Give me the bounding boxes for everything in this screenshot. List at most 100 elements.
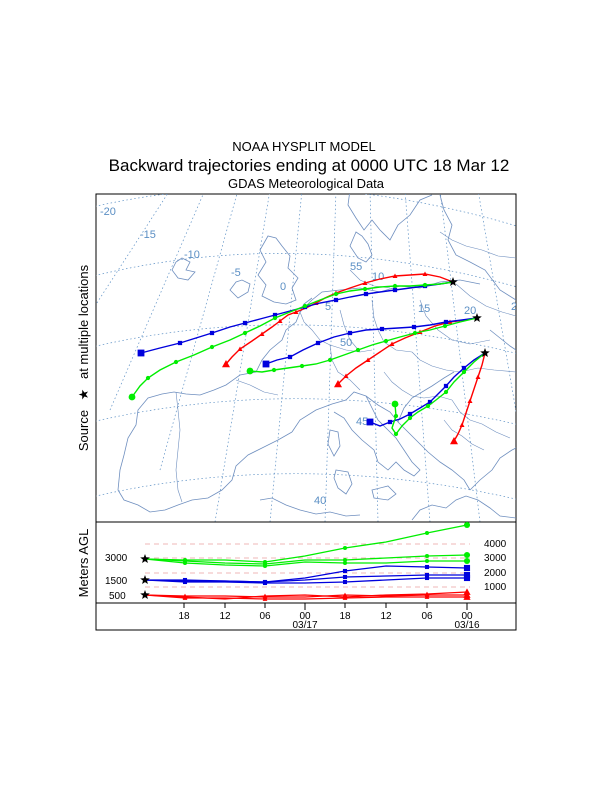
traj-blue-north-marker (209, 330, 215, 336)
profile-green-2-end-marker (463, 551, 471, 559)
traj-blue-north-marker (272, 312, 278, 318)
traj-blue-north-marker (242, 320, 248, 326)
traj-green-north-marker (173, 359, 179, 365)
map-frame (95, 193, 517, 523)
traj-blue-central-marker (315, 340, 321, 346)
traj-red-south-marker (467, 398, 473, 403)
traj-red-north-marker (422, 271, 428, 276)
traj-green-central (246, 317, 478, 375)
svg-text:40: 40 (314, 495, 326, 507)
traj-green-north-end-marker (128, 393, 136, 401)
traj-red-north-marker (392, 273, 398, 278)
traj-green-south-marker (425, 403, 431, 409)
svg-text:5: 5 (325, 301, 331, 313)
traj-green-central-end-marker (246, 367, 254, 375)
traj-blue-north-marker (333, 297, 339, 303)
traj-green-south-line (391, 352, 486, 436)
profile-red-2-line (144, 594, 467, 598)
traj-blue-central-marker (411, 324, 417, 330)
profile-blue-1-marker (424, 564, 430, 570)
traj-red-north-end-marker (222, 360, 230, 368)
traj-blue-central-marker (379, 326, 385, 332)
height-axis-label: Meters AGL (76, 529, 91, 598)
svg-text:20: 20 (464, 305, 476, 317)
graticule (96, 194, 516, 522)
traj-red-north-marker (277, 318, 283, 323)
traj-blue-central-marker (287, 354, 293, 360)
profile-red-3 (144, 593, 471, 601)
traj-green-north-marker (333, 291, 339, 297)
profile-blue-3-marker (262, 580, 268, 586)
svg-text:Source ★ at multip: Source ★ at multiple locations (76, 264, 91, 451)
traj-red-north-marker (237, 346, 243, 351)
svg-text:-20: -20 (100, 206, 116, 218)
traj-green-north-marker (145, 375, 151, 381)
svg-text:-10: -10 (184, 249, 200, 261)
lon-labels: -20 -15 -10 -5 0 5 10 15 20 25 (100, 206, 516, 317)
traj-blue-south-marker (407, 411, 413, 417)
profile-green-1-line (144, 524, 468, 563)
traj-blue-central (262, 317, 478, 368)
traj-green-central-marker (327, 357, 333, 363)
profile-green-1-end-marker (463, 521, 471, 529)
traj-blue-south-marker (427, 399, 433, 405)
traj-green-south-marker (393, 431, 399, 437)
svg-text:55: 55 (350, 261, 362, 273)
profile-blue-3-line (144, 577, 467, 584)
profile-green-2-marker (424, 553, 430, 559)
trajectories (128, 271, 490, 445)
traj-green-north-marker (272, 315, 278, 321)
svg-text:0: 0 (280, 281, 286, 293)
traj-green-north-marker (362, 286, 368, 292)
date-label-0317: 03/17 (292, 620, 317, 631)
time-tick-3: 06 (259, 611, 271, 622)
profile-red-2-marker (342, 592, 348, 597)
level-star-icon (140, 554, 150, 563)
time-tick-2: 12 (219, 611, 231, 622)
profile-green-3-marker (262, 563, 268, 569)
traj-red-central-marker (343, 373, 349, 378)
profile-blue-3 (144, 574, 471, 586)
traj-red-central-end-marker (334, 380, 342, 388)
traj-green-north-marker (209, 344, 215, 350)
traj-green-south-marker (461, 369, 467, 375)
map-panel: 55 50 45 40 -20 -15 -10 -5 0 5 10 15 20 … (95, 193, 517, 523)
traj-green-north-marker (422, 282, 428, 288)
profile-blue-2-marker (342, 574, 348, 580)
traj-green-south-marker (393, 413, 399, 419)
traj-red-north-marker (362, 280, 368, 285)
profile-red-3-marker (262, 596, 268, 601)
level-1500-label: 1500 (105, 576, 128, 587)
model-title: NOAA HYSPLIT MODEL (232, 139, 376, 154)
traj-green-central-marker (412, 330, 418, 336)
traj-blue-south-marker (443, 383, 449, 389)
traj-red-south-marker (475, 374, 481, 379)
traj-red-south-end-marker (450, 437, 458, 445)
profile-lines (140, 521, 471, 601)
profile-blue-3-marker (182, 579, 188, 585)
time-axis: 18 12 06 00 18 12 06 00 03/17 03/16 (95, 602, 517, 631)
traj-red-south (450, 352, 486, 445)
profile-green-1-marker (342, 545, 348, 551)
profile-blue-2-line (144, 574, 467, 583)
traj-blue-south-marker (387, 419, 393, 425)
profile-blue-3-end-marker (463, 574, 471, 582)
traj-blue-south (366, 352, 486, 427)
time-tick-1: 18 (178, 611, 190, 622)
profile-red-3-marker (182, 595, 188, 600)
traj-blue-central-marker (347, 330, 353, 336)
time-tick-6: 12 (380, 611, 392, 622)
traj-green-central-marker (299, 363, 305, 369)
profile-red-3-line (144, 594, 467, 600)
traj-green-south-end-marker (391, 400, 399, 408)
traj-blue-north-marker (177, 340, 183, 346)
time-axis-frame (95, 602, 517, 631)
traj-green-north-marker (392, 283, 398, 289)
source-star-icon (448, 277, 458, 286)
traj-red-north-marker (259, 331, 265, 336)
svg-text:45: 45 (356, 416, 368, 428)
time-tick-4: 00 (299, 611, 311, 622)
svg-text:50: 50 (340, 337, 352, 349)
date-label-0316: 03/16 (454, 620, 479, 631)
lat-labels: 55 50 45 40 (314, 261, 368, 507)
